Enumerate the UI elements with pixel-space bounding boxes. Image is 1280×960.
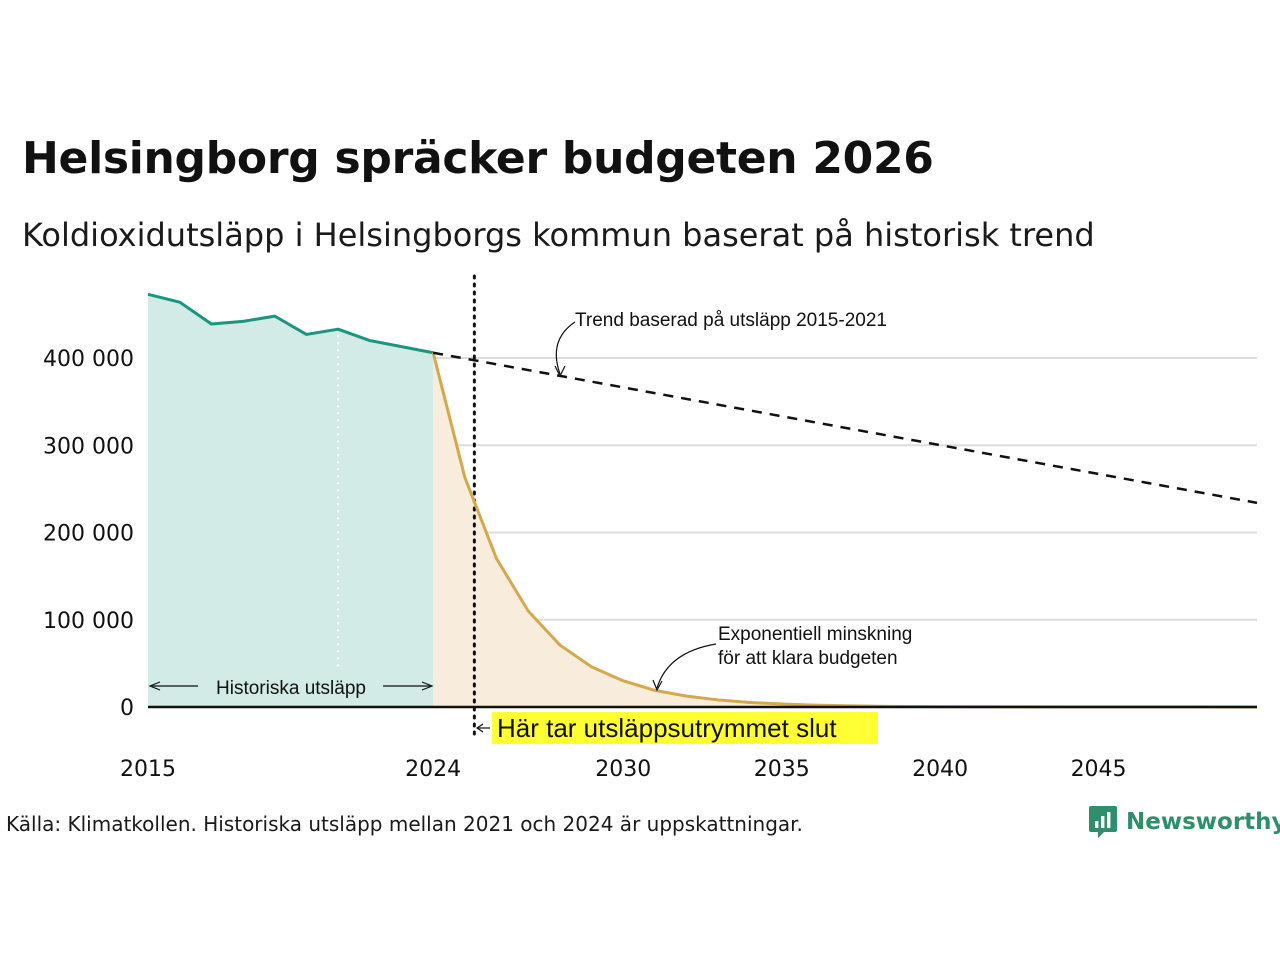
x-tick-label: 2015 <box>120 757 176 782</box>
series-line <box>147 292 434 355</box>
decline-annotation: Exponentiell minskning <box>718 624 912 645</box>
decline-annotation: för att klara budgeten <box>718 648 898 669</box>
y-tick-label: 100 000 <box>43 609 134 634</box>
marker-layer <box>337 274 476 742</box>
y-tick-label: 0 <box>120 696 134 721</box>
budget-end-highlight <box>492 712 878 744</box>
trend-annotation: Trend baserad på utsläpp 2015-2021 <box>575 310 887 331</box>
emissions-chart: 0 100 000 200 000 300 000 400 000 2015 2024 203… <box>43 274 1258 782</box>
series-area <box>433 352 1258 707</box>
axis-layer: 0 100 000 200 000 300 000 400 000 2015 2024 203… <box>43 347 1257 782</box>
newsworthy-logo-icon <box>1089 806 1117 838</box>
source-note: Källa: Klimatkollen. Historiska utsläpp … <box>6 812 803 836</box>
area-layer <box>148 294 1258 707</box>
budget-end-arrowhead <box>475 723 484 733</box>
decline-arrow <box>656 643 717 689</box>
newsworthy-logo[interactable]: Newsworthy <box>1088 804 1280 840</box>
chart-title: Helsingborg spräcker budgeten 2026 <box>22 133 934 184</box>
y-tick-label: 400 000 <box>43 347 134 372</box>
x-tick-label: 2030 <box>595 757 651 782</box>
trend-arrowhead <box>554 365 566 378</box>
y-tick-label: 200 000 <box>43 522 134 547</box>
x-tick-label: 2045 <box>1071 757 1127 782</box>
newsworthy-logo-text: Newsworthy <box>1126 809 1280 835</box>
historical-arrowhead-right <box>421 681 434 691</box>
chart-subtitle: Koldioxidutsläpp i Helsingborgs kommun b… <box>22 216 1095 254</box>
x-tick-label: 2024 <box>405 757 461 782</box>
decline-arrowhead <box>652 679 663 692</box>
series-area <box>148 294 434 707</box>
historical-annotation: Historiska utsläpp <box>216 678 366 699</box>
y-tick-label: 300 000 <box>43 434 134 459</box>
historical-arrowhead-left <box>148 681 161 691</box>
annotation-layer: Trend baserad på utsläpp 2015-2021 Expone… <box>148 310 912 744</box>
x-tick-label: 2035 <box>754 757 810 782</box>
x-tick-label: 2040 <box>912 757 968 782</box>
trend-arrow <box>555 321 576 375</box>
trend-line <box>432 351 1258 505</box>
budget-end-label: Här tar utsläppsutrymmet slut <box>497 713 837 743</box>
